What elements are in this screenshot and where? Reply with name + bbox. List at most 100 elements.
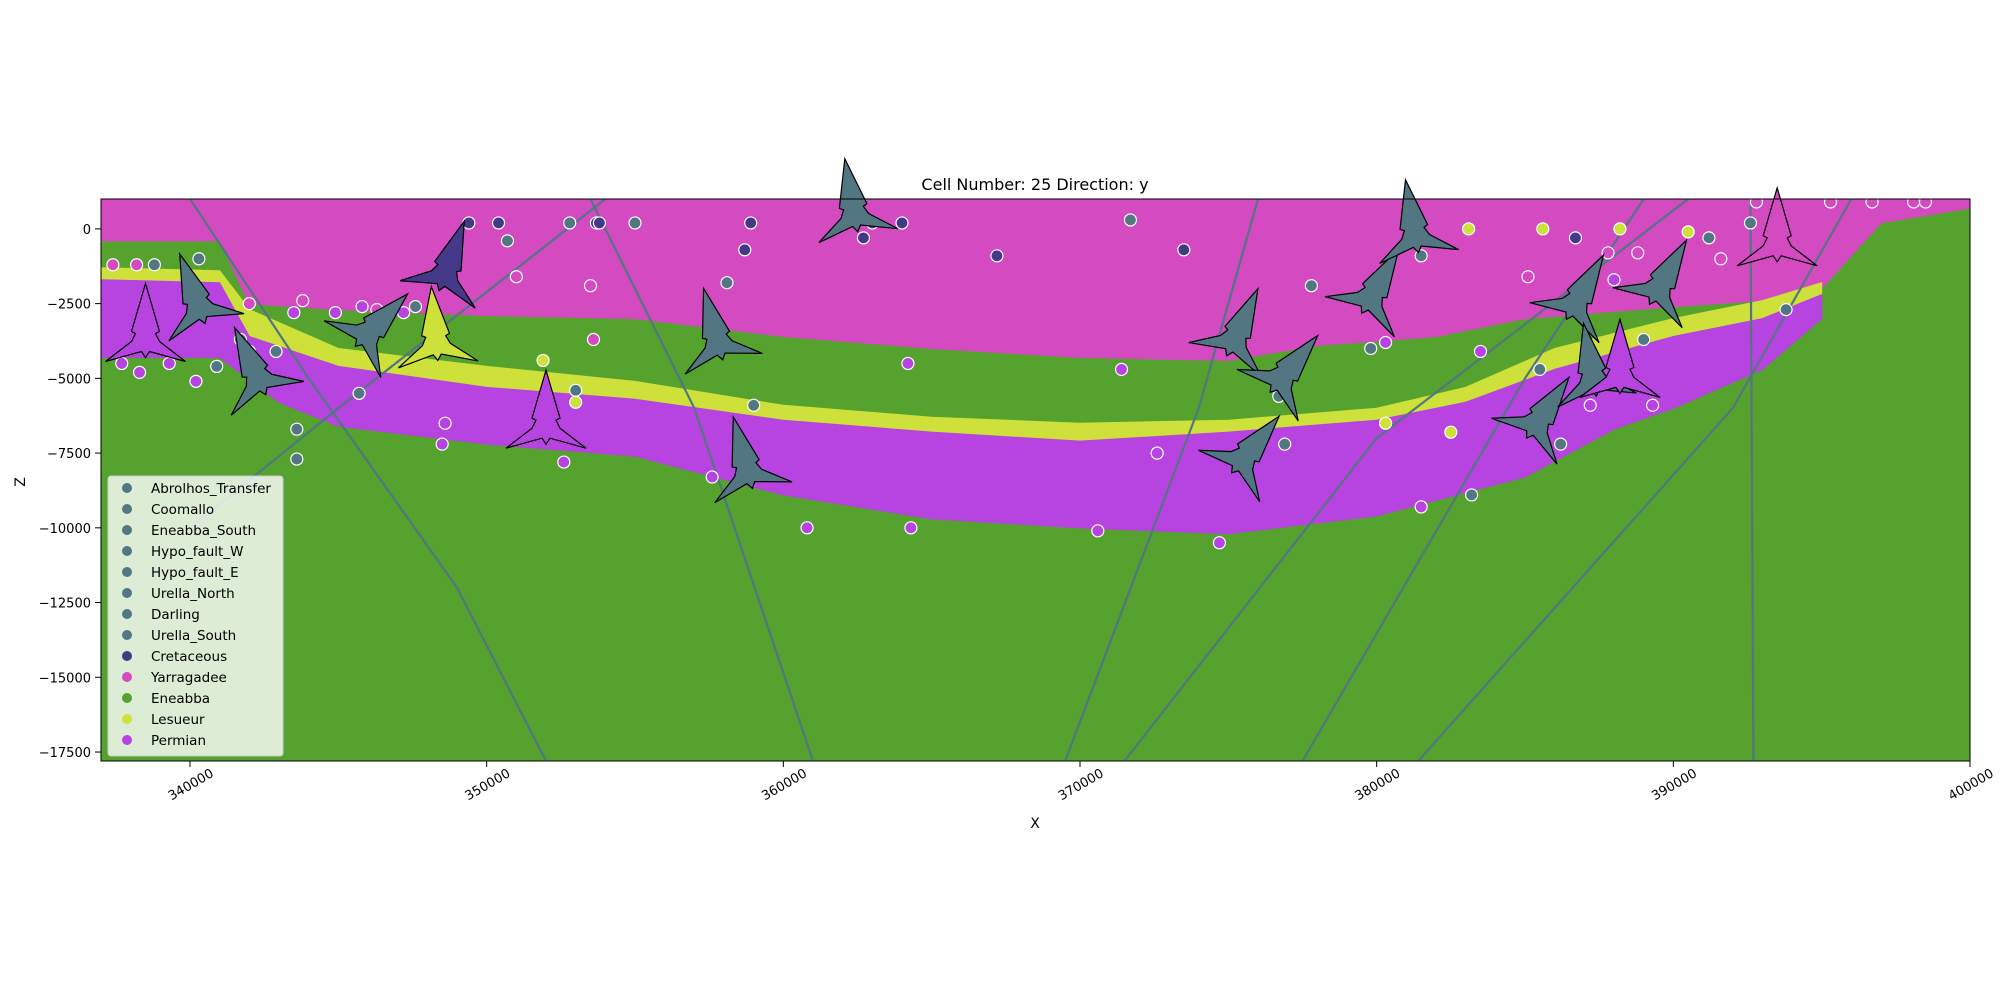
y-tick-label: −5000 [47, 372, 91, 387]
surface-point [355, 300, 369, 314]
legend-marker-hypo-fault-w [122, 546, 132, 556]
surface-point [1521, 270, 1535, 284]
surface-point [290, 452, 304, 466]
layer-yarragadee [101, 199, 1970, 361]
legend-label-abrolhos-transfer: Abrolhos_Transfer [151, 481, 271, 497]
surface-point [536, 353, 550, 368]
chart-title: Cell Number: 25 Direction: y [921, 175, 1148, 194]
surface-point [1533, 362, 1547, 376]
surface-point [1607, 273, 1621, 287]
layer-permian [101, 279, 1823, 535]
surface-point [491, 216, 506, 230]
surface-point [435, 437, 449, 451]
surface-point [106, 258, 120, 272]
surface-point [192, 252, 206, 266]
fault-line-urella-south [1417, 199, 1853, 761]
surface-point [1278, 437, 1292, 451]
surface-point [1114, 362, 1129, 376]
fault-line-coomallo [589, 199, 815, 761]
surface-point [1779, 303, 1793, 317]
surface-point [856, 231, 871, 245]
surface-point [744, 216, 758, 230]
surface-point [1714, 252, 1728, 266]
surface-point [904, 521, 918, 535]
surface-point [162, 356, 176, 371]
orientation-marker [1529, 253, 1605, 344]
surface-point [509, 270, 523, 284]
orientation-marker [1198, 414, 1281, 502]
surface-point [1583, 398, 1597, 412]
surface-point [720, 276, 734, 290]
y-tick-label: −2500 [47, 298, 91, 313]
surface-point [1123, 213, 1138, 227]
orientation-marker [1612, 238, 1688, 329]
surface-point [705, 470, 719, 484]
fault-line-darling [1749, 199, 1755, 761]
y-axis-ticks: 0 −2500 −5000 −7500 −10000 −12500 −15000 −17500 [39, 223, 101, 761]
surface-point [747, 398, 761, 412]
x-tick-label: 400000 [1946, 766, 1996, 804]
legend-label-coomallo: Coomallo [151, 502, 214, 518]
legend-label-yarragadee: Yarragadee [150, 670, 227, 686]
orientation-marker [684, 286, 763, 375]
legend-marker-lesueur [122, 714, 132, 724]
surface-point [438, 416, 452, 430]
surface-point [130, 258, 144, 272]
legend-label-eneabba: Eneabba [151, 691, 210, 707]
y-tick-label: −12500 [39, 597, 91, 612]
legend-label-cretaceous: Cretaceous [151, 649, 227, 665]
surface-point [1613, 222, 1627, 236]
x-tick-label: 380000 [1353, 766, 1403, 804]
orientation-marker [1324, 247, 1400, 338]
orientation-marker [1188, 286, 1262, 377]
surface-point [800, 521, 814, 535]
orientation-marker [1236, 333, 1320, 422]
surface-point [563, 216, 577, 230]
legend-label-eneabba-south: Eneabba_South [151, 523, 256, 539]
surface-point [1553, 437, 1568, 451]
legend-label-urella-south: Urella_South [151, 628, 236, 644]
orientation-marker [1736, 185, 1818, 267]
surface-point [628, 216, 642, 230]
surface-point [592, 216, 607, 230]
y-tick-label: 0 [83, 223, 91, 238]
surface-points [106, 199, 1933, 550]
surface-point [583, 279, 598, 293]
surface-point [115, 356, 129, 371]
surface-point [1444, 425, 1458, 439]
x-tick-label: 360000 [759, 766, 809, 804]
legend-marker-urella-north [122, 588, 132, 598]
orientation-markers [105, 156, 1818, 504]
x-tick-label: 390000 [1649, 766, 1699, 804]
orientation-marker [399, 219, 476, 309]
legend-label-lesueur: Lesueur [151, 712, 205, 728]
surface-point [269, 344, 283, 359]
surface-point [147, 258, 161, 272]
surface-point [1177, 243, 1191, 257]
surface-point [1601, 246, 1615, 260]
surface-point [1464, 488, 1479, 502]
surface-point [990, 249, 1004, 263]
surface-point [1364, 341, 1378, 356]
surface-point [1473, 344, 1488, 359]
surface-point [290, 422, 304, 436]
orientation-marker [1491, 375, 1571, 465]
surface-point [1918, 199, 1933, 209]
surface-point [1637, 332, 1651, 347]
surface-point [296, 294, 310, 308]
surface-point [408, 300, 423, 314]
legend-label-urella-north: Urella_North [151, 586, 235, 602]
y-tick-label: −17500 [39, 746, 91, 761]
x-axis-ticks: 340000 350000 360000 370000 380000 390000 4000… [166, 761, 1996, 804]
surface-point [557, 455, 571, 469]
surface-point [210, 359, 224, 374]
surface-point [1865, 199, 1879, 209]
surface-point [1743, 216, 1758, 230]
orientation-marker [505, 368, 587, 449]
surface-point [242, 297, 256, 311]
orientation-marker [818, 156, 899, 244]
orientation-marker [323, 292, 410, 378]
y-axis-label: Z [13, 477, 29, 487]
orientation-marker [105, 281, 186, 363]
